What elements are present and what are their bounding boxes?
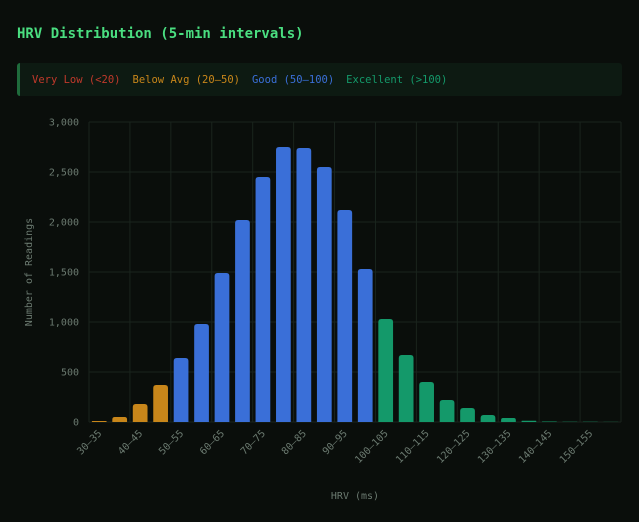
x-tick-label: 120–125 [435,428,473,466]
legend-item: Good (50–100) [251,73,335,86]
y-tick-label: 2,500 [49,168,79,179]
bar [296,148,312,422]
y-tick-label: 1,000 [49,318,79,329]
y-axis-title: Number of Readings [24,218,35,326]
bar [480,415,496,422]
x-tick-label: 30–35 [75,428,104,457]
y-tick-label: 500 [61,368,79,379]
x-tick-label: 110–115 [394,428,432,466]
y-tick-label: 1,500 [49,268,79,279]
bar [255,177,271,422]
bar [521,420,537,422]
y-tick-label: 3,000 [49,118,79,129]
bar [316,167,332,422]
legend-item: Excellent (>100) [346,73,448,86]
bar [194,324,209,422]
legend-item: Very Low (<20) [32,73,121,86]
chart-title: HRV Distribution (5-min intervals) [17,26,304,42]
bar [357,269,373,422]
bar [460,408,475,422]
x-tick-label: 150–155 [558,428,596,466]
bar [276,147,291,422]
y-tick-label: 0 [73,418,79,429]
x-tick-label: 60–65 [198,428,227,457]
bar [501,418,516,422]
x-tick-label: 40–45 [116,428,145,457]
bar [398,355,414,422]
x-tick-label: 80–85 [280,428,309,457]
legend: Very Low (<20) Below Avg (20–50) Good (50–… [17,63,622,96]
bar [153,385,168,422]
bar [112,417,128,422]
bar [214,273,230,422]
bar [439,400,455,422]
bar [337,210,353,422]
y-tick-label: 2,000 [49,218,79,229]
legend-item: Below Avg (20–50) [132,73,240,86]
x-tick-label: 70–75 [239,428,268,457]
bar [91,421,107,422]
bar [378,319,394,422]
bar [419,382,434,422]
bar [173,358,189,422]
x-tick-label: 100–105 [353,428,391,466]
x-tick-label: 140–145 [517,428,555,466]
x-tick-label: 130–135 [476,428,514,466]
x-axis-title: HRV (ms) [331,491,379,502]
bar [542,421,557,422]
bar [235,220,250,422]
bar [132,404,148,422]
x-tick-label: 90–95 [321,428,350,457]
x-tick-label: 50–55 [157,428,186,457]
